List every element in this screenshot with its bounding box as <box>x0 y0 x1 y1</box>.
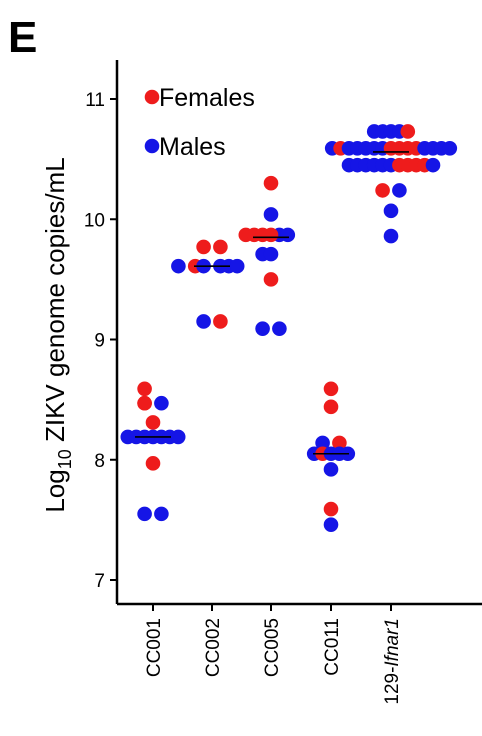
data-point <box>263 175 279 191</box>
y-axis-label: Log10 ZIKV genome copies/mL <box>40 157 75 512</box>
y-tick-label: 11 <box>85 90 105 111</box>
data-point <box>213 239 228 255</box>
legend: Females Males <box>144 84 255 161</box>
median-lines <box>135 151 409 455</box>
data-point <box>170 429 186 445</box>
data-point <box>323 517 339 532</box>
data-point <box>383 203 399 219</box>
x-tick-label: CC011 <box>322 618 343 676</box>
legend-marker <box>144 89 160 105</box>
y-tick-label: 7 <box>94 571 105 592</box>
y-tick-label: 9 <box>94 331 105 352</box>
x-tick-label-text: CC002 <box>203 618 224 677</box>
data-points <box>120 124 458 532</box>
data-point <box>154 506 169 522</box>
data-point <box>137 395 152 411</box>
y-axis-label-prefix: Log <box>40 469 70 512</box>
x-tick-label: CC005 <box>262 618 283 677</box>
data-point <box>229 258 245 274</box>
y-axis-label-subscript: 10 <box>55 449 75 469</box>
data-point <box>263 207 279 222</box>
x-tick-label-text: 129- <box>382 667 403 705</box>
data-point <box>375 183 390 198</box>
data-point <box>263 272 279 287</box>
legend-label: Males <box>159 133 226 161</box>
data-point <box>392 183 407 198</box>
data-point <box>323 381 339 397</box>
y-tick-label: 10 <box>84 210 105 231</box>
data-point <box>137 506 152 522</box>
legend-marker <box>144 138 160 154</box>
data-point <box>145 456 161 471</box>
x-tick-label-text: CC001 <box>144 618 165 677</box>
data-point <box>196 239 211 255</box>
data-point <box>323 462 339 477</box>
panel-label: E <box>8 13 37 62</box>
x-tick-label: CC002 <box>203 618 224 677</box>
legend-label: Females <box>159 84 255 112</box>
data-point <box>196 314 211 329</box>
data-point <box>272 321 287 336</box>
y-axis-label-main: ZIKV genome copies/mL <box>40 157 70 449</box>
data-point <box>137 381 152 397</box>
data-point <box>323 501 339 517</box>
x-tick-label: 129-Ifnar1 <box>382 618 403 705</box>
data-point <box>425 157 441 173</box>
x-tick-label-text: CC011 <box>322 618 343 676</box>
data-point <box>442 141 458 156</box>
data-point <box>171 258 186 274</box>
data-point <box>263 227 279 243</box>
data-point <box>280 227 296 243</box>
y-tick-label: 8 <box>94 451 105 472</box>
data-point <box>323 399 339 415</box>
data-point <box>255 321 270 336</box>
axes: 7 8 9 10 11 CC001 CC002 CC005 CC011 129-Ifnar1 <box>84 60 482 705</box>
data-point <box>213 314 228 329</box>
x-tick-label-italic: Ifnar1 <box>382 618 403 667</box>
data-point <box>400 124 416 139</box>
data-point <box>383 228 399 244</box>
data-point <box>332 435 347 451</box>
x-tick-label: CC001 <box>144 618 165 677</box>
data-point <box>263 246 279 262</box>
data-point <box>315 435 330 451</box>
data-point <box>154 395 169 411</box>
x-tick-label-text: CC005 <box>262 618 283 677</box>
data-point <box>145 415 161 430</box>
